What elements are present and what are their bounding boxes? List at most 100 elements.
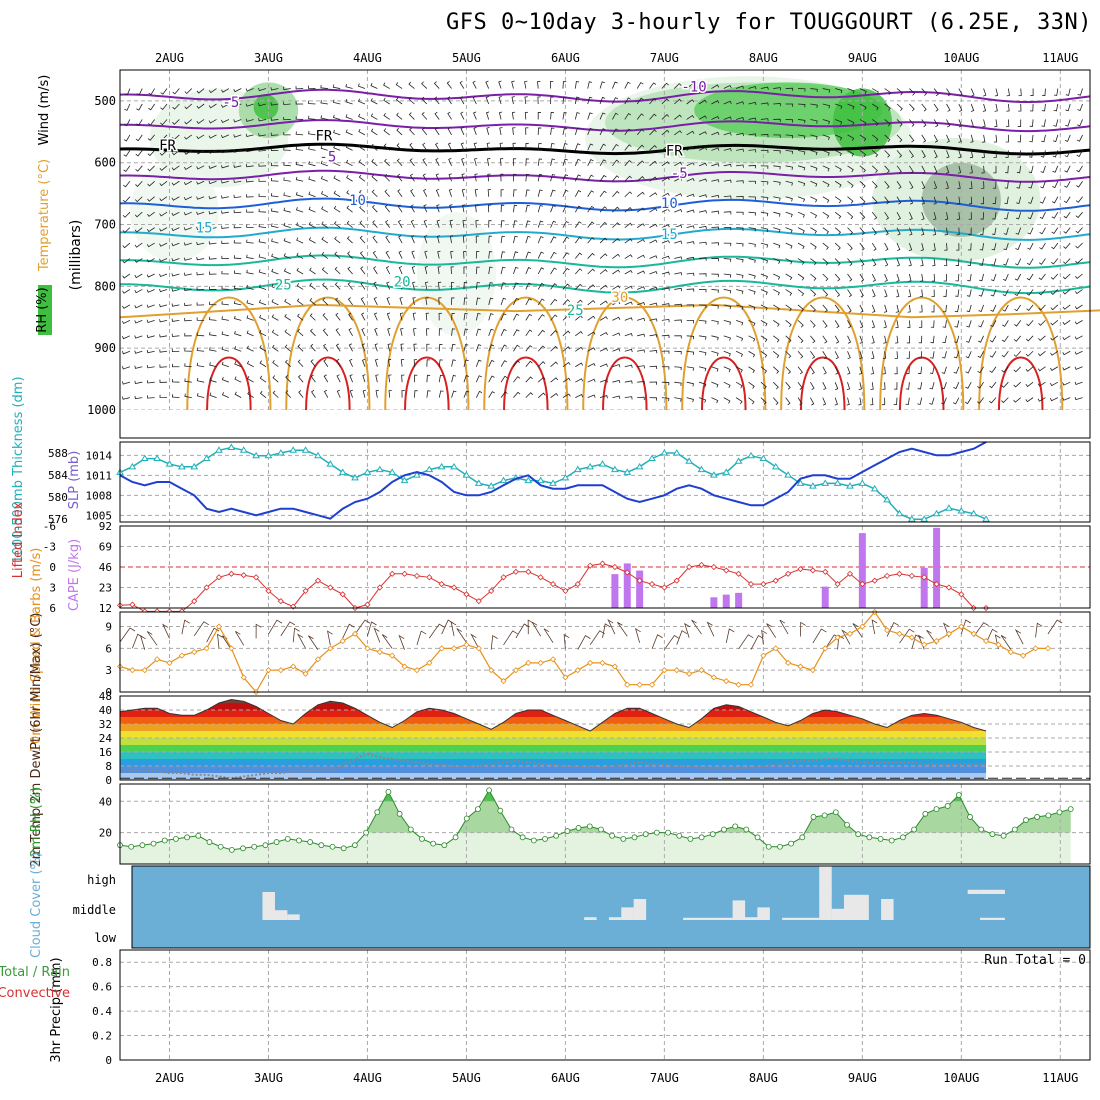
wind-barb: [513, 266, 519, 275]
wind-legend-label: Wind (m/s): [37, 75, 52, 146]
wind-barb: [1050, 350, 1059, 356]
wind-barb: [711, 84, 720, 89]
wind-barb: [221, 346, 229, 352]
cloud-cell: [967, 889, 981, 894]
wind-barb: [1042, 88, 1046, 96]
wind-barb: [883, 304, 888, 313]
surface-wind-barb: [1014, 629, 1024, 645]
wind-barb: [472, 80, 477, 89]
wind-barb: [624, 159, 632, 167]
wind-barb: [810, 134, 818, 140]
wind-barb: [773, 211, 781, 217]
rh-axis-label: 2m RH (%): [29, 787, 44, 858]
wind-barb: [459, 80, 465, 89]
wind-barb: [462, 219, 466, 228]
wind-barb: [587, 315, 596, 321]
wind-barb: [525, 204, 531, 213]
wind-barb: [562, 96, 567, 105]
wind-barb: [488, 328, 494, 336]
wind-barb: [1017, 134, 1022, 143]
wind-barb: [196, 272, 205, 276]
cloud-level-label: middle: [73, 903, 116, 917]
wind-barb: [723, 211, 732, 215]
li-marker: [747, 581, 755, 588]
wind-speed-marker: [673, 667, 680, 674]
wind-barb: [171, 273, 180, 277]
wind-barb: [447, 127, 452, 136]
wind-barb: [271, 314, 279, 321]
wind-barb: [1064, 181, 1071, 188]
wind-barb: [1062, 335, 1071, 341]
wind-barb: [1016, 196, 1022, 204]
wind-barb: [661, 208, 670, 213]
wind-barb: [882, 366, 886, 375]
rh-marker: [586, 823, 593, 830]
wind-barb: [599, 237, 608, 244]
wind-barb: [146, 289, 155, 293]
wind-barb: [931, 273, 936, 282]
wind-barb: [989, 335, 997, 343]
wind-barb: [983, 88, 987, 97]
wind-barb: [772, 366, 780, 374]
wind-barb: [735, 397, 743, 405]
wind-barb: [310, 343, 316, 352]
wind-barb: [1051, 242, 1059, 250]
rh-marker: [609, 832, 616, 839]
wind-barb: [386, 312, 391, 321]
wind-barb: [1051, 196, 1059, 204]
wind-barb: [991, 227, 997, 235]
wind-barb: [810, 335, 816, 344]
wind-barb: [246, 224, 254, 229]
wind-barb: [834, 211, 842, 219]
wind-barb: [810, 165, 818, 171]
wind-barb: [942, 335, 947, 344]
wind-speed-marker: [1032, 645, 1039, 652]
wind-barb: [500, 328, 507, 336]
wind-barb: [736, 148, 744, 152]
slp-tick: 1005: [86, 509, 113, 522]
wind-barb: [674, 161, 683, 167]
wind-barb: [208, 88, 217, 94]
wind-barb: [184, 150, 192, 155]
wind-barb: [450, 281, 455, 290]
cloud-cell: [707, 917, 721, 920]
wind-barb: [1013, 366, 1021, 373]
wind-speed-marker: [735, 681, 742, 688]
wind-barb: [992, 196, 997, 205]
wind-barb: [661, 82, 669, 89]
wind-barb: [499, 158, 504, 166]
wind-barb: [871, 227, 877, 236]
wind-barb: [599, 300, 608, 306]
wind-barb: [537, 127, 542, 135]
wind-barb: [500, 220, 505, 228]
rh-marker: [653, 829, 660, 836]
wind-barb: [896, 150, 903, 158]
wind-barb: [773, 196, 781, 201]
wind-barb: [649, 318, 658, 322]
wind-barb: [399, 297, 403, 306]
isotherm-line: [119, 303, 1100, 319]
wind-barb: [711, 210, 720, 214]
wind-barb: [246, 300, 254, 306]
rh-marker: [978, 826, 985, 833]
wind-barb: [362, 389, 366, 398]
wind-barb: [370, 128, 378, 136]
wind-barb: [384, 189, 391, 197]
wind-barb: [488, 251, 493, 259]
wind-barb: [953, 397, 960, 405]
wind-barb: [847, 211, 854, 220]
rh-marker: [419, 836, 425, 842]
li-tick: 0: [49, 561, 56, 574]
wind-barb: [537, 282, 545, 290]
li-marker: [240, 572, 247, 579]
wind-barb: [451, 297, 455, 305]
wind-barb: [944, 243, 948, 251]
wind-barb: [1062, 397, 1071, 401]
wind-barb: [994, 103, 998, 112]
wind-barb: [748, 242, 756, 248]
wind-barb: [773, 320, 780, 327]
cloud-cell: [831, 908, 845, 920]
wind-barb: [883, 320, 887, 329]
bottom-day-label: 3AUG: [254, 1071, 283, 1085]
precip-tick: 0.4: [92, 1005, 112, 1018]
